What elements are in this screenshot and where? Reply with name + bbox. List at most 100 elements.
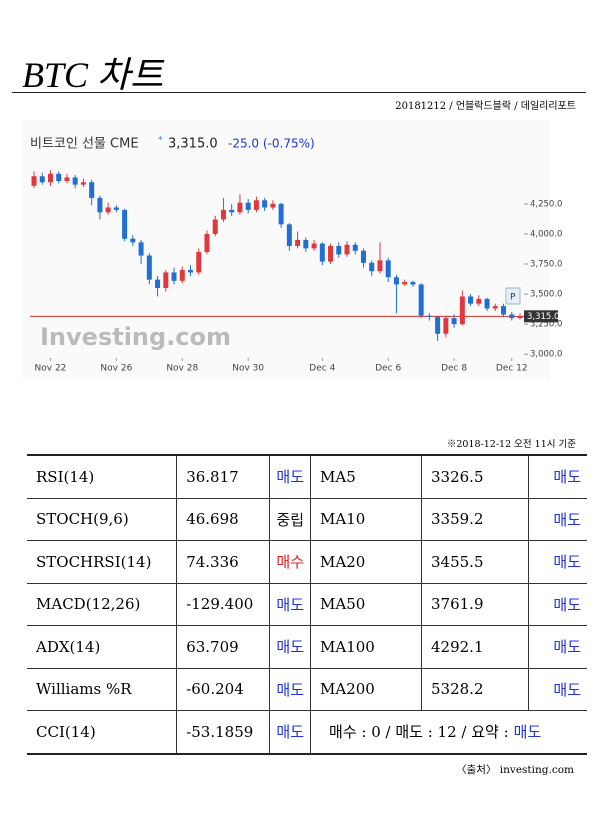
cell: -53.1859 <box>176 710 270 754</box>
candle-body <box>278 203 284 225</box>
candle-body <box>188 270 194 273</box>
candle-body <box>517 316 523 319</box>
table-row: MACD(12,26) -129.400 매도 MA50 3761.9 매도 <box>27 582 587 626</box>
cell: MA200 <box>310 667 422 711</box>
candle-body <box>89 182 95 198</box>
x-tick-label: Dec 6 <box>375 364 401 374</box>
candle-body <box>451 318 457 325</box>
cell: ADX(14) <box>27 625 178 669</box>
cell: RSI(14) <box>27 454 178 499</box>
table-row: Williams %R -60.204 매도 MA200 5328.2 매도 <box>27 667 587 711</box>
candle-body <box>509 314 515 319</box>
divider <box>12 92 586 93</box>
sig: 매도 <box>528 667 587 711</box>
star: * <box>158 136 163 146</box>
cell: CCI(14) <box>27 710 178 754</box>
candle-body <box>311 243 317 249</box>
candle-body <box>426 315 432 317</box>
cell: 매수 : 0 / 매도 : 12 / 요약 : 매도 <box>310 710 587 754</box>
chart-title: 비트코인 선물 CME <box>30 137 139 152</box>
candle-body <box>155 279 161 289</box>
sig: 매수 <box>268 540 312 584</box>
candle-body <box>484 298 490 309</box>
y-tick-label: 3,500.0 <box>530 290 562 300</box>
candle-body <box>237 202 243 213</box>
sig: 매도 <box>528 582 587 626</box>
candle-body <box>196 251 202 273</box>
candle-body <box>402 282 408 285</box>
cell: 63.709 <box>176 625 270 669</box>
x-tick-label: Nov 30 <box>232 364 264 374</box>
sig: 매도 <box>528 625 587 669</box>
y-tick-label: 4,250.0 <box>530 199 562 209</box>
candle-body <box>393 277 399 285</box>
sig: 매도 <box>528 540 587 584</box>
candle-body <box>130 238 136 243</box>
cell: 36.817 <box>176 454 270 499</box>
candle-body <box>56 173 62 182</box>
sig: 매도 <box>268 667 312 711</box>
cell: 5328.2 <box>421 667 529 711</box>
table-row: STOCH(9,6) 46.698 중립 MA10 3359.2 매도 <box>27 497 587 541</box>
cell: MA100 <box>310 625 422 669</box>
cell: MA5 <box>310 454 422 499</box>
candle-body <box>31 176 37 186</box>
candle-body <box>295 239 301 246</box>
candle-body <box>344 244 350 255</box>
y-tick-label: 3,250.0 <box>530 320 562 330</box>
summary-signal: 매도 <box>513 723 542 742</box>
x-tick-label: Dec 4 <box>309 364 335 374</box>
last-price-label: 3,315.0 <box>527 312 559 322</box>
cell: MA10 <box>310 497 422 541</box>
candle-body <box>171 272 177 281</box>
cell: MACD(12,26) <box>27 582 178 626</box>
cell: MA20 <box>310 540 422 584</box>
sig: 매도 <box>268 454 312 499</box>
table-row: STOCHRSI(14) 74.336 매수 MA20 3455.5 매도 <box>27 540 587 584</box>
cell: Williams %R <box>27 667 178 711</box>
candle-body <box>418 284 424 316</box>
candle-body <box>328 245 334 262</box>
chart: 비트코인 선물 CME * 3,315.0 -25.0 (-0.75%) Inv… <box>22 120 562 380</box>
candle-body <box>435 316 441 334</box>
candle-body <box>443 318 449 334</box>
y-tick-label: 3,750.0 <box>530 260 562 270</box>
candle-body <box>385 260 391 278</box>
candle-body <box>80 182 86 185</box>
p-button <box>505 287 521 305</box>
p-label: P <box>510 293 516 303</box>
change: -25.0 (-0.75%) <box>228 137 315 151</box>
table-row: RSI(14) 36.817 매도 MA5 3326.5 매도 <box>27 454 587 499</box>
candle-body <box>64 177 70 182</box>
candle-body <box>113 207 119 210</box>
candle-body <box>245 202 251 210</box>
candle-body <box>262 200 268 208</box>
candle-body <box>253 200 259 210</box>
candle-body <box>303 239 309 249</box>
candle-body <box>138 242 144 256</box>
candle-body <box>163 272 169 289</box>
x-tick-label: Dec 8 <box>441 364 467 374</box>
price: 3,315.0 <box>168 137 218 152</box>
last-price-box <box>524 310 558 323</box>
x-tick-label: Dec 12 <box>496 364 528 374</box>
cell: 3326.5 <box>421 454 529 499</box>
sig: 중립 <box>268 497 312 541</box>
candle-body <box>146 255 152 280</box>
cell: 3359.2 <box>421 497 529 541</box>
page-title: BTC 차트 <box>22 55 164 95</box>
watermark: Investing.com <box>40 323 231 351</box>
candle-body <box>377 260 383 272</box>
y-tick-label: 3,000.0 <box>530 350 562 360</box>
candle-body <box>229 209 235 213</box>
candle-body <box>352 244 358 251</box>
cell: 3761.9 <box>421 582 529 626</box>
cell: 4292.1 <box>421 625 529 669</box>
indicator-table: RSI(14) 36.817 매도 MA5 3326.5 매도 STOCH(9,6) 46.6… <box>27 454 587 755</box>
table-row: ADX(14) 63.709 매도 MA100 4292.1 매도 <box>27 625 587 669</box>
cell: -60.204 <box>176 667 270 711</box>
candle-body <box>97 197 103 213</box>
table-row: CCI(14) -53.1859 매도 매수 : 0 / 매도 : 12 / 요약 :… <box>27 710 587 754</box>
cell: MA50 <box>310 582 422 626</box>
